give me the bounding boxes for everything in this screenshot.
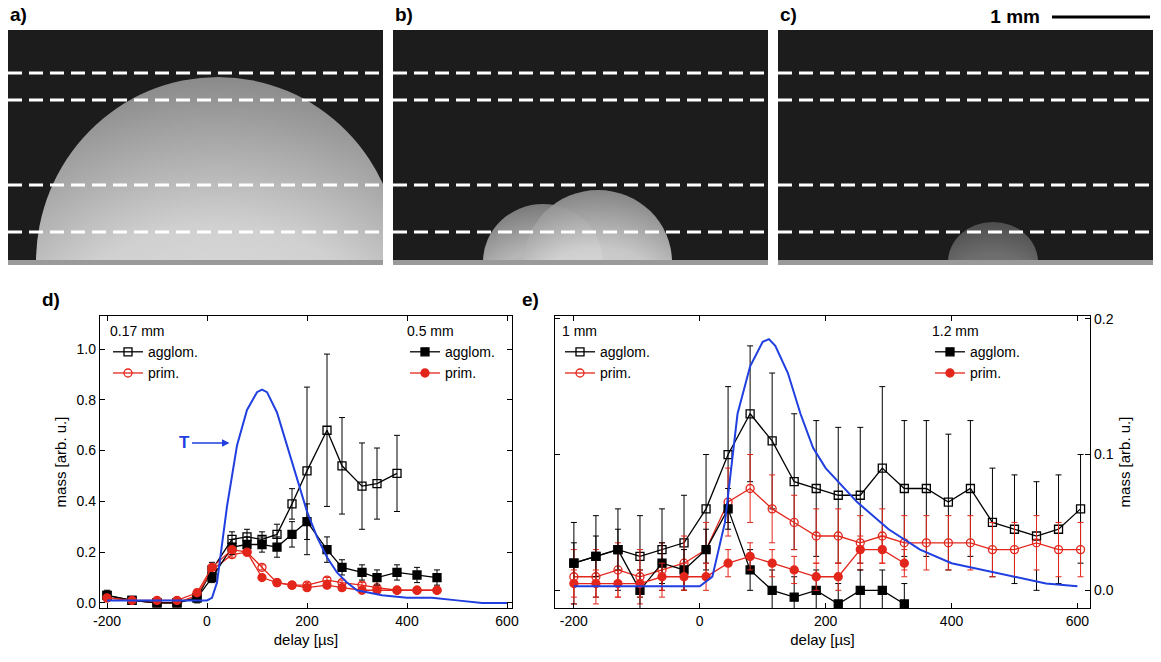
svg-text:0.8: 0.8: [77, 392, 97, 408]
svg-text:a): a): [10, 4, 27, 25]
svg-text:T: T: [179, 433, 190, 452]
svg-text:mass [arb. u.]: mass [arb. u.]: [52, 417, 69, 508]
svg-text:prim.: prim.: [148, 365, 179, 381]
svg-text:600: 600: [1066, 613, 1090, 629]
svg-text:600: 600: [495, 613, 519, 629]
svg-text:agglom.: agglom.: [148, 344, 198, 360]
svg-text:400: 400: [940, 613, 964, 629]
svg-text:agglom.: agglom.: [445, 344, 495, 360]
svg-text:-200: -200: [93, 613, 121, 629]
svg-text:0.0: 0.0: [77, 595, 97, 611]
svg-text:0.2: 0.2: [77, 544, 97, 560]
svg-text:1.2 mm: 1.2 mm: [932, 323, 979, 339]
svg-text:1 mm: 1 mm: [990, 6, 1040, 27]
svg-text:200: 200: [814, 613, 838, 629]
svg-text:1.0: 1.0: [77, 341, 97, 357]
svg-text:1 mm: 1 mm: [562, 323, 597, 339]
svg-text:prim.: prim.: [970, 365, 1001, 381]
svg-text:b): b): [395, 4, 413, 25]
svg-text:mass [arb. u.]: mass [arb. u.]: [1116, 417, 1133, 508]
svg-text:prim.: prim.: [600, 365, 631, 381]
svg-text:prim.: prim.: [445, 365, 476, 381]
svg-text:-200: -200: [560, 613, 588, 629]
svg-text:e): e): [522, 289, 539, 310]
svg-text:c): c): [780, 4, 797, 25]
svg-text:0: 0: [203, 613, 211, 629]
svg-text:200: 200: [295, 613, 319, 629]
svg-text:400: 400: [395, 613, 419, 629]
svg-text:0.0: 0.0: [1094, 582, 1114, 598]
svg-text:d): d): [42, 289, 60, 310]
svg-text:0.4: 0.4: [77, 493, 97, 509]
svg-text:0.2: 0.2: [1094, 311, 1114, 327]
svg-text:agglom.: agglom.: [600, 344, 650, 360]
svg-text:agglom.: agglom.: [970, 344, 1020, 360]
svg-text:0.1: 0.1: [1094, 446, 1114, 462]
svg-text:0: 0: [696, 613, 704, 629]
svg-text:delay [µs]: delay [µs]: [790, 631, 855, 648]
svg-text:delay [µs]: delay [µs]: [274, 631, 339, 648]
svg-text:0.6: 0.6: [77, 442, 97, 458]
svg-text:0.5 mm: 0.5 mm: [407, 323, 454, 339]
svg-text:0.17 mm: 0.17 mm: [110, 323, 164, 339]
